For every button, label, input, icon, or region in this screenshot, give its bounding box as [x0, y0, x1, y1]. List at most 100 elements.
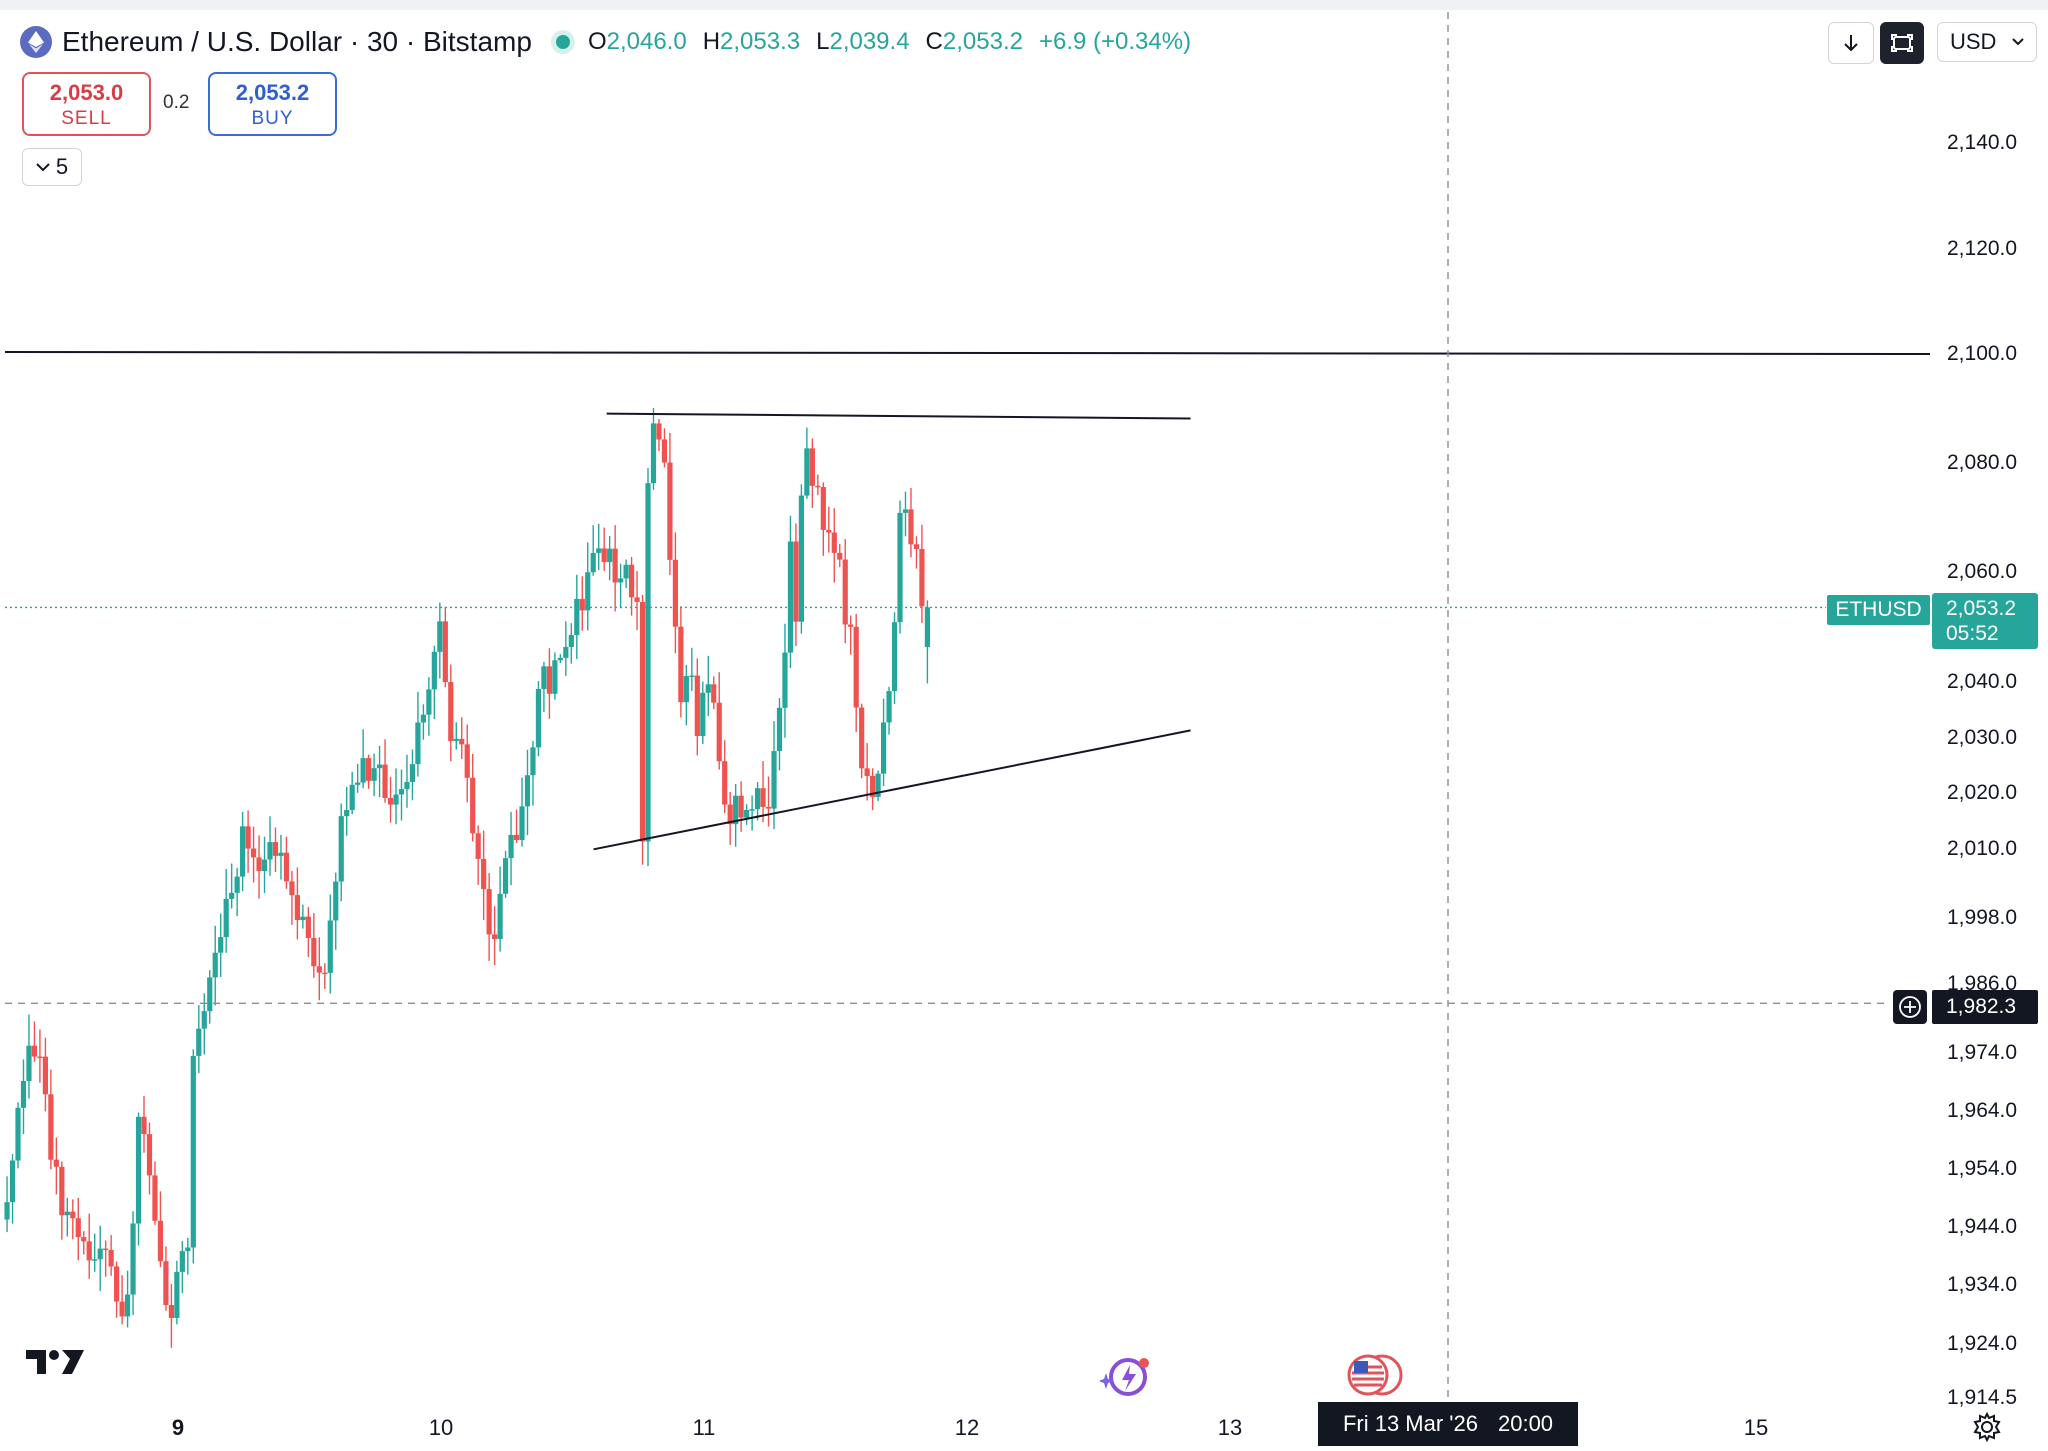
us-flag-event-icon[interactable]	[1346, 1353, 1404, 1402]
candle	[733, 783, 739, 847]
candle-body	[672, 559, 679, 627]
download-button[interactable]	[1828, 22, 1874, 64]
time-tick-label: 11	[693, 1415, 716, 1440]
candle	[426, 677, 432, 736]
price-tick-label: 1,934.0	[1947, 1273, 2017, 1296]
candle	[119, 1275, 125, 1325]
candle	[103, 1240, 109, 1277]
candle-body	[212, 952, 218, 978]
candle-body	[42, 1056, 48, 1095]
crosshair-time: 20:00	[1497, 1411, 1554, 1436]
candle	[694, 658, 700, 756]
candle-body	[481, 858, 487, 890]
candle	[793, 523, 799, 646]
candle-body	[448, 682, 454, 741]
buy-button[interactable]: 2,053.2 BUY	[208, 72, 337, 136]
candle	[656, 419, 662, 452]
fullscreen-button[interactable]	[1880, 22, 1924, 64]
candle	[776, 698, 783, 771]
candle-body	[382, 764, 388, 798]
candle-body	[201, 1011, 207, 1029]
candle	[722, 740, 728, 814]
candle	[212, 925, 218, 1006]
candle	[37, 1029, 43, 1083]
candle	[157, 1191, 164, 1268]
candle-body	[508, 834, 514, 859]
price-tick-label: 2,140.0	[1947, 131, 2017, 154]
candle-body	[705, 684, 711, 693]
candle	[9, 1154, 16, 1224]
candle	[557, 654, 563, 664]
candle-body	[81, 1237, 87, 1242]
candle-body	[256, 857, 262, 872]
spread-value: 0.2	[163, 92, 190, 113]
candle	[130, 1211, 136, 1316]
candle-body	[513, 834, 520, 841]
candle-body	[103, 1248, 109, 1251]
time-tick-label: 12	[955, 1415, 979, 1440]
candle	[848, 615, 854, 655]
candle-body	[442, 621, 448, 683]
candle	[628, 556, 635, 616]
candle	[146, 1122, 153, 1195]
price-tick-label: 2,120.0	[1947, 237, 2017, 260]
candle	[727, 791, 733, 845]
candle-body	[497, 893, 503, 939]
candle	[744, 804, 750, 825]
sell-button[interactable]: 2,053.0 SELL	[22, 72, 151, 136]
candle-body	[53, 1159, 59, 1167]
candle-body	[294, 895, 300, 921]
candle	[75, 1197, 81, 1261]
candle-body	[4, 1202, 10, 1220]
candle-body	[196, 1028, 202, 1056]
candle	[596, 523, 602, 571]
candle	[590, 525, 596, 576]
candle	[398, 769, 405, 821]
candle-body	[9, 1160, 16, 1203]
candle-body	[716, 702, 722, 762]
candle-body	[300, 916, 306, 921]
candle-body	[870, 775, 876, 797]
candle-body	[119, 1301, 125, 1317]
add-alert-button[interactable]	[1893, 990, 1927, 1024]
candle-body	[26, 1045, 32, 1081]
chart-settings-button[interactable]	[1972, 1411, 2002, 1447]
candle	[689, 647, 695, 692]
candle-body	[853, 626, 859, 708]
candle	[853, 613, 859, 733]
tradingview-logo[interactable]	[26, 1347, 84, 1382]
candle	[842, 539, 848, 644]
price-tick-label: 1,924.0	[1947, 1332, 2017, 1355]
candle-body	[661, 439, 668, 463]
candle-body	[530, 747, 536, 776]
ai-insight-icon[interactable]	[1098, 1353, 1152, 1406]
candle	[815, 474, 821, 496]
candle	[229, 863, 235, 909]
candle	[765, 776, 772, 827]
indicators-collapse-button[interactable]: 5	[22, 148, 82, 186]
chart-header: Ethereum / U.S. Dollar · 30 · Bitstamp O…	[20, 22, 1191, 62]
candle	[470, 753, 476, 842]
candle-body	[157, 1220, 164, 1262]
candle	[481, 830, 487, 921]
candle	[42, 1037, 48, 1112]
candle	[355, 763, 361, 793]
candle	[92, 1233, 98, 1272]
candle	[48, 1069, 54, 1170]
candle-body	[234, 876, 240, 893]
crosshair-price-tag: 1,982.3	[1932, 990, 2038, 1024]
symbol-title[interactable]: Ethereum / U.S. Dollar · 30 · Bitstamp	[62, 26, 532, 57]
candle-body	[535, 688, 542, 748]
candle	[546, 648, 553, 719]
resistance-horizontal-line	[4, 351, 1931, 355]
candle	[322, 963, 328, 989]
candle-body	[749, 809, 755, 811]
candle-body	[694, 675, 700, 737]
candle	[207, 970, 213, 1024]
currency-select[interactable]: USD	[1937, 22, 2037, 62]
candle	[311, 913, 317, 978]
candle	[240, 811, 246, 892]
candle	[349, 771, 355, 815]
candle-body	[590, 552, 596, 573]
